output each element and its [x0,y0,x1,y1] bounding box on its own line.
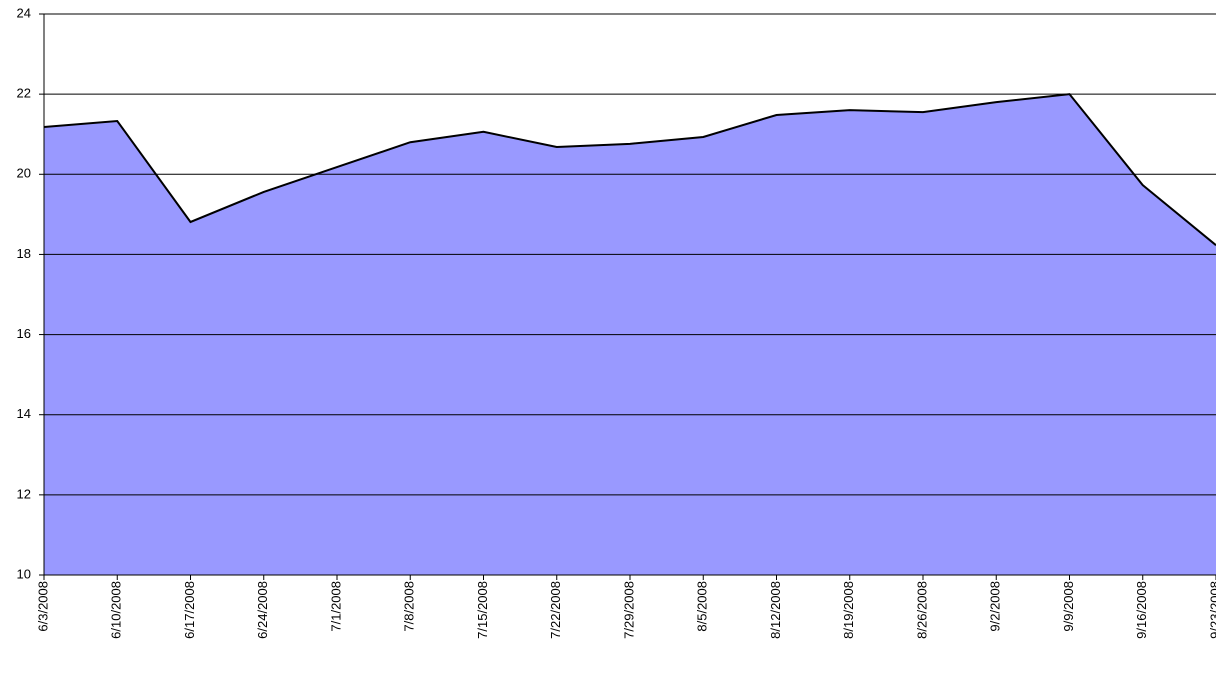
x-tick-label: 6/17/2008 [182,581,197,639]
x-tick-label: 8/12/2008 [768,581,783,639]
y-tick-label: 12 [17,486,31,501]
y-tick-label: 16 [17,326,31,341]
x-tick-label: 8/26/2008 [914,581,929,639]
x-tick-label: 6/10/2008 [109,581,124,639]
x-tick-label: 9/2/2008 [988,581,1003,632]
x-tick-label: 7/8/2008 [402,581,417,632]
x-tick-label: 7/29/2008 [621,581,636,639]
y-tick-label: 20 [17,166,31,181]
x-tick-label: 6/3/2008 [35,581,50,632]
y-tick-label: 10 [17,566,31,581]
x-tick-label: 7/1/2008 [328,581,343,632]
x-tick-label: 7/22/2008 [548,581,563,639]
x-tick-label: 9/23/2008 [1207,581,1216,639]
x-tick-label: 7/15/2008 [475,581,490,639]
y-tick-label: 24 [17,5,31,20]
x-tick-label: 9/16/2008 [1134,581,1149,639]
x-tick-label: 9/9/2008 [1061,581,1076,632]
x-tick-label: 8/5/2008 [695,581,710,632]
y-tick-label: 18 [17,246,31,261]
area-line [43,93,1216,246]
y-tick-label: 22 [17,86,31,101]
y-tick-label: 14 [17,406,31,421]
x-tick-label: 6/24/2008 [255,581,270,639]
x-tick-label: 8/19/2008 [841,581,856,639]
